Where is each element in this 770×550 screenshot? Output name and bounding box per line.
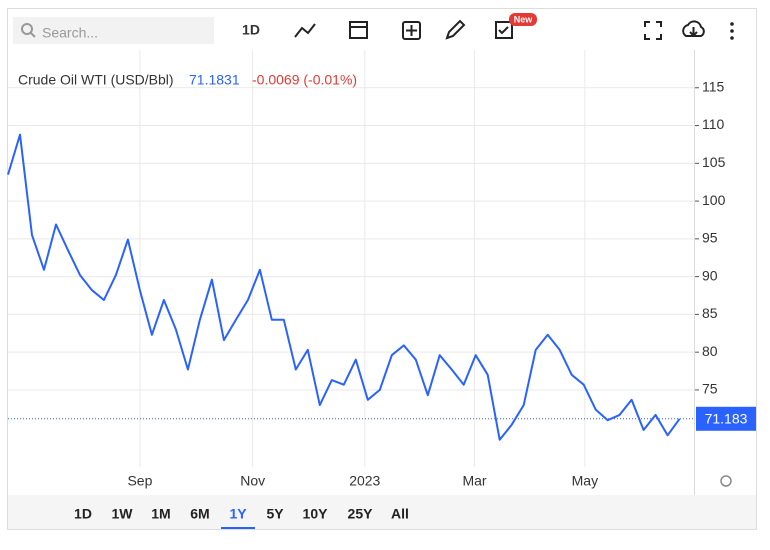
y-tick-label: 105 bbox=[702, 154, 726, 170]
menu-icon bbox=[730, 36, 734, 40]
new-badge bbox=[509, 13, 537, 26]
x-tick-label: Mar bbox=[462, 473, 486, 489]
draw-icon[interactable] bbox=[445, 19, 466, 40]
calendar-icon[interactable] bbox=[349, 21, 368, 39]
range-button[interactable]: 25Y bbox=[348, 506, 374, 522]
add-icon bbox=[406, 25, 417, 36]
y-tick-label: 90 bbox=[702, 267, 718, 283]
x-tick-label: Sep bbox=[127, 473, 152, 489]
widget-frame bbox=[7, 8, 757, 530]
range-button[interactable]: 5Y bbox=[266, 506, 284, 522]
range-button[interactable]: 1D bbox=[74, 506, 92, 522]
range-button[interactable]: 10Y bbox=[303, 506, 329, 522]
y-tick-label: 95 bbox=[702, 230, 718, 246]
price-tag-label: 71.183 bbox=[705, 410, 748, 426]
range-button[interactable]: 1M bbox=[151, 506, 170, 522]
y-tick-label: 75 bbox=[702, 381, 718, 397]
y-tick-label: 85 bbox=[702, 305, 718, 321]
x-tick-label: May bbox=[572, 473, 598, 489]
search-placeholder: Search... bbox=[42, 25, 98, 41]
range-button[interactable]: 6M bbox=[190, 506, 209, 522]
plot: 75 80 85 90 95 100 105 110 115 Sep Nov 2023 Mar May 71… bbox=[7, 50, 756, 489]
x-tick-label: Nov bbox=[240, 473, 265, 489]
range-buttons: 1D 1W 1M 6M 1Y 5Y 10Y 25Y All bbox=[74, 506, 409, 529]
last-value: 71.1831 bbox=[189, 72, 240, 88]
menu-icon bbox=[730, 29, 734, 33]
menu-icon[interactable] bbox=[730, 22, 734, 26]
search-icon bbox=[30, 32, 36, 38]
new-badge-text: New bbox=[514, 14, 534, 24]
price-tag bbox=[696, 406, 756, 431]
search-icon bbox=[21, 23, 33, 35]
range-bar bbox=[8, 495, 756, 529]
events-icon bbox=[498, 26, 509, 35]
range-button[interactable]: 1Y bbox=[229, 506, 247, 522]
x-tick-label: 2023 bbox=[349, 473, 380, 489]
events-icon[interactable] bbox=[495, 21, 513, 39]
y-tick-label: 110 bbox=[702, 116, 725, 132]
download-icon[interactable] bbox=[682, 20, 705, 37]
y-tick-label: 115 bbox=[702, 78, 725, 94]
chart-title: Crude Oil WTI (USD/Bbl) bbox=[18, 72, 174, 88]
y-tick-label: 100 bbox=[702, 192, 726, 208]
range-button[interactable]: All bbox=[391, 506, 409, 522]
range-button[interactable]: 1W bbox=[112, 506, 134, 522]
interval-button[interactable]: 1D bbox=[242, 22, 260, 38]
change: -0.0069 (-0.01%) bbox=[252, 72, 357, 88]
chart-type-icon[interactable] bbox=[294, 23, 316, 38]
search-box[interactable] bbox=[13, 17, 214, 44]
fullscreen-icon[interactable] bbox=[644, 21, 662, 40]
y-tick-label: 80 bbox=[702, 343, 718, 359]
price-line-series bbox=[7, 133, 681, 441]
settings-icon[interactable] bbox=[720, 475, 732, 487]
add-icon[interactable] bbox=[402, 21, 421, 40]
